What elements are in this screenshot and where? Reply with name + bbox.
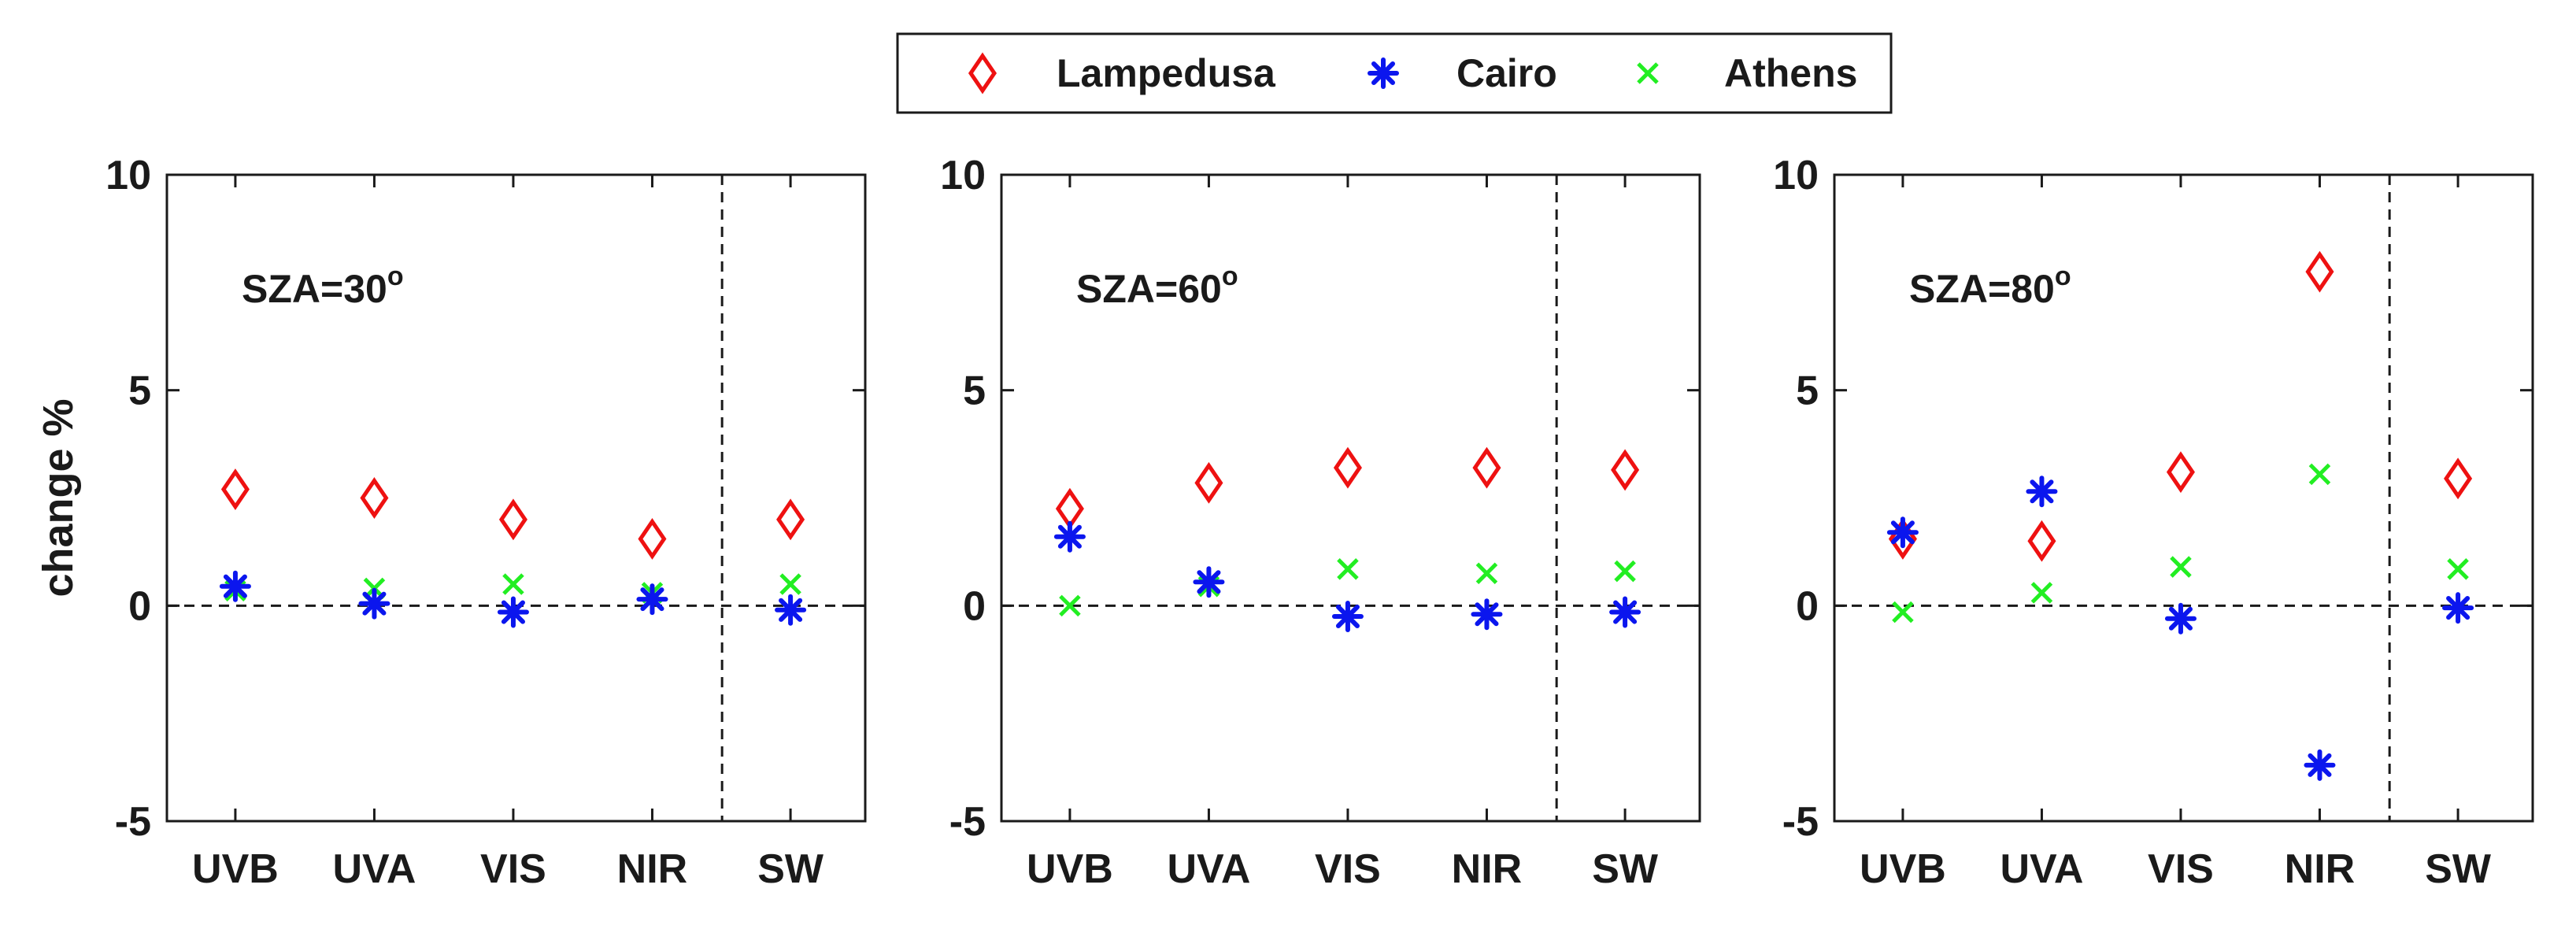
data-point-cairo-uva [1193,566,1225,598]
x-tick-label-nir: NIR [1452,846,1523,892]
data-point-athens-vis [1337,558,1359,580]
data-point-lampedusa-vis [2166,451,2195,494]
x-tick-label-uvb: UVB [1860,846,1946,892]
y-tick-label: 5 [1796,368,1819,414]
data-point-lampedusa-uva [2027,520,2056,562]
y-tick-label: -5 [1782,799,1819,845]
data-point-cairo-uvb [1886,516,1919,549]
panel-title: SZA=30o [242,261,404,311]
y-tick-label: -5 [115,799,151,845]
data-point-athens-nir [1475,562,1498,585]
data-point-cairo-uvb [1053,520,1086,553]
y-tick-label: -5 [949,799,986,845]
panel-title-superscript: o [1222,261,1238,291]
data-point-athens-vis [2170,556,2192,578]
data-point-cairo-uva [358,587,390,620]
data-point-lampedusa-uva [360,477,389,519]
legend: Lampedusa Cairo Athens [896,32,1893,114]
plot-area [165,173,867,823]
y-tick-label: 0 [128,583,151,629]
chart-panel-3: -5 0 5 10 UVB UVA VIS NIR SW SZA=80o [1773,153,2534,892]
y-tick-label: 0 [1796,583,1819,629]
data-point-athens-sw [1614,560,1636,583]
y-tick-label: 5 [963,368,986,414]
data-point-lampedusa-vis [1333,446,1362,489]
x-tick-label-vis: VIS [480,846,546,892]
y-tick-label: 5 [128,368,151,414]
legend-label-cairo: Cairo [1456,51,1557,95]
data-point-cairo-nir [2304,749,2336,781]
data-point-cairo-sw [1609,596,1641,628]
x-tick-label-uva: UVA [332,846,416,892]
x-tick-label-nir: NIR [617,846,688,892]
panel-title: SZA=80o [1909,261,2071,311]
y-tick-label: 10 [1773,153,1819,198]
data-point-cairo-sw [775,594,807,626]
y-tick-label: 0 [963,583,986,629]
data-point-cairo-vis [497,596,529,628]
data-point-lampedusa-sw [1611,449,1640,491]
legend-item-cairo: Cairo [1368,51,1557,95]
data-point-athens-vis [502,573,524,595]
data-point-cairo-vis [2164,602,2197,635]
data-point-lampedusa-uva [1194,461,1223,504]
data-point-cairo-nir [1471,598,1503,631]
x-tick-label-uvb: UVB [1027,846,1113,892]
panel-title: SZA=60o [1076,261,1238,311]
legend-item-lampedusa: Lampedusa [968,51,1276,95]
x-tick-label-sw: SW [2425,846,2492,892]
data-point-athens-nir [2308,463,2331,486]
data-point-cairo-uva [2026,476,2058,508]
legend-label-lampedusa: Lampedusa [1057,51,1276,95]
panel-title-text: SZA=60 [1076,267,1222,311]
x-tick-label-sw: SW [757,846,824,892]
data-point-lampedusa-uvb [220,468,250,510]
data-point-lampedusa-nir [2305,250,2334,293]
y-tick-label: 10 [940,153,986,198]
x-tick-label-vis: VIS [2148,846,2214,892]
data-point-athens-uvb [1892,601,1914,624]
chart-panel-1: -5 0 5 10 UVB UVA VIS NIR SW SZA=30o change % [35,153,867,892]
x-tick-label-sw: SW [1592,846,1659,892]
legend-label-athens: Athens [1724,51,1857,95]
x-tick-label-nir: NIR [2285,846,2356,892]
x-tick-label-uva: UVA [1167,846,1250,892]
legend-item-athens: Athens [1637,51,1857,95]
data-point-cairo-uvb [219,570,251,602]
data-point-cairo-vis [1331,601,1364,633]
x-tick-label-vis: VIS [1315,846,1381,892]
data-point-lampedusa-nir [638,518,667,560]
data-point-lampedusa-vis [498,498,527,541]
x-tick-label-uvb: UVB [192,846,279,892]
x-tick-label-uva: UVA [2000,846,2083,892]
legend-marker-athens [1637,62,1659,84]
panel-title-superscript: o [387,261,404,291]
plot-area [1000,173,1701,823]
data-point-lampedusa-sw [776,498,805,541]
chart-panel-2: -5 0 5 10 UVB UVA VIS NIR SW SZA=60o [940,153,1701,892]
plot-area [1833,173,2534,823]
data-point-lampedusa-uvb [1055,487,1084,530]
legend-marker-lampedusa [968,52,997,94]
data-point-cairo-nir [636,583,668,616]
panel-title-text: SZA=30 [242,267,387,311]
data-point-athens-uvb [1059,594,1081,617]
data-point-athens-sw [2447,558,2469,580]
panel-title-text: SZA=80 [1909,267,2055,311]
panel-title-superscript: o [2055,261,2071,291]
data-point-lampedusa-sw [2444,457,2473,500]
legend-marker-cairo [1368,57,1399,89]
y-tick-label: 10 [105,153,151,198]
data-point-athens-sw [779,573,801,595]
y-axis-label: change % [35,398,82,597]
data-point-cairo-sw [2442,592,2474,624]
data-point-athens-uva [2030,582,2053,604]
data-point-lampedusa-nir [1472,446,1501,489]
